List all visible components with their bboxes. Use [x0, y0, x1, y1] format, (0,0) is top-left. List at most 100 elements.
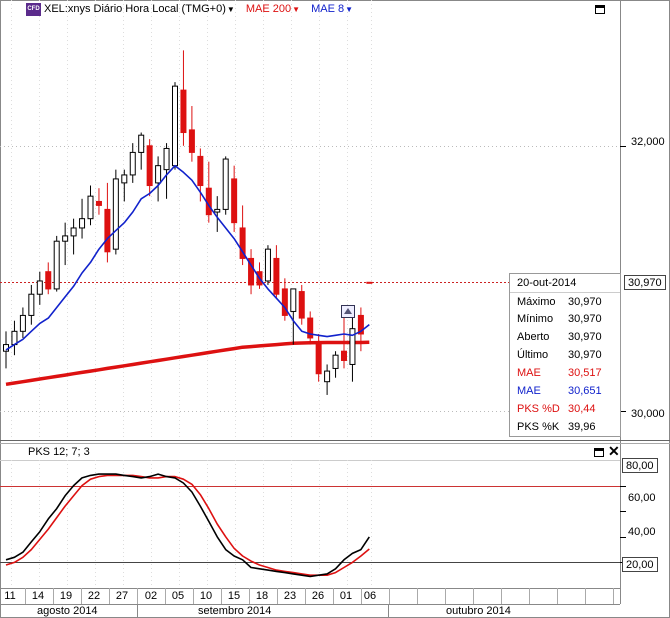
- candle-body: [214, 208, 221, 213]
- candle-body: [290, 288, 297, 312]
- candle-body: [273, 257, 280, 295]
- candle-body: [79, 218, 86, 229]
- x-month-label: agosto 2014: [37, 605, 98, 617]
- candle-body: [180, 89, 187, 134]
- info-label: Último: [517, 349, 549, 361]
- info-label: Mínimo: [517, 313, 554, 325]
- candle-body: [324, 370, 331, 383]
- candle-body: [146, 145, 153, 187]
- stoch-d-line: [5, 474, 370, 577]
- candle-body: [87, 195, 94, 220]
- candle-body: [315, 341, 322, 375]
- cfd-badge-icon: CFD: [26, 3, 41, 16]
- info-value: 30,44: [568, 403, 596, 415]
- info-value: 30,970: [568, 331, 602, 343]
- info-date: 20-out-2014: [517, 277, 577, 289]
- x-day-label: 19: [59, 590, 73, 602]
- ma200-menu[interactable]: MAE 200▼: [246, 3, 300, 15]
- ma8-menu[interactable]: MAE 8▼: [311, 3, 353, 15]
- candle-body: [239, 227, 246, 259]
- x-day-label: 10: [199, 590, 213, 602]
- info-row: Aberto 30,970: [510, 328, 620, 346]
- candle-body: [231, 178, 238, 224]
- x-day-label: 14: [31, 590, 45, 602]
- info-value: 30,517: [568, 367, 602, 379]
- info-value: 39,96: [568, 421, 596, 433]
- x-month-label: outubro 2014: [446, 605, 511, 617]
- maximize-icon[interactable]: [594, 448, 604, 457]
- candle-body: [172, 85, 178, 167]
- annotation-arrow-icon: [344, 308, 352, 314]
- info-row: MAE 30,517: [510, 364, 620, 382]
- candle-body: [104, 208, 111, 253]
- candle-body: [138, 134, 145, 153]
- info-value: 30,970: [568, 296, 602, 308]
- x-day-label: 06: [363, 590, 377, 602]
- price-axis-label-32000: 32,000: [631, 136, 665, 148]
- info-row: PKS %K 39,96: [510, 418, 620, 436]
- x-day-label: 01: [339, 590, 353, 602]
- stoch-level-20: 20,00: [622, 557, 658, 572]
- info-row: MAE 30,651: [510, 382, 620, 400]
- caret-down-icon: ▼: [226, 5, 235, 14]
- stoch-axis-60: 60,00: [628, 492, 656, 504]
- stoch-level-80: 80,00: [622, 458, 658, 473]
- candle-body: [163, 147, 170, 171]
- ma8-line: [5, 164, 370, 351]
- candle-body: [222, 158, 229, 210]
- info-label: PKS %D: [517, 403, 560, 415]
- x-day-label: 26: [311, 590, 325, 602]
- candle-body: [36, 280, 43, 295]
- candle-body: [341, 350, 347, 361]
- candle-body: [45, 271, 52, 290]
- candle-body: [197, 155, 204, 187]
- ma200-label: MAE 200: [245, 3, 292, 15]
- ma200-line: [5, 340, 370, 387]
- data-info-box: 20-out-2014 Máximo 30,970 Mínimo 30,970 Ab…: [509, 273, 621, 437]
- info-label: Máximo: [517, 296, 556, 308]
- info-row: PKS %D 30,44: [510, 400, 620, 418]
- info-row: Último 30,970: [510, 346, 620, 364]
- symbol-menu[interactable]: XEL:xnys Diário Hora Local (TMG+0)▼: [44, 3, 235, 15]
- candle-body: [307, 317, 314, 339]
- symbol-label: XEL:xnys Diário Hora Local (TMG+0): [44, 3, 226, 15]
- info-row: Mínimo 30,970: [510, 310, 620, 328]
- x-day-label: 22: [87, 590, 101, 602]
- maximize-icon[interactable]: [595, 5, 605, 14]
- info-value: 30,970: [568, 313, 602, 325]
- stoch-title: PKS 12; 7; 3: [28, 446, 90, 458]
- price-axis-label-30000: 30,000: [631, 408, 665, 420]
- candle-body: [121, 174, 128, 184]
- last-price-box: 30,970: [624, 275, 666, 290]
- close-icon[interactable]: ✕: [608, 443, 620, 459]
- candle-body: [248, 257, 255, 286]
- chart-header: CFD XEL:xnys Diário Hora Local (TMG+0)▼ …: [26, 3, 353, 17]
- candle-body: [28, 293, 35, 316]
- caret-down-icon: ▼: [345, 5, 354, 14]
- info-value: 30,970: [568, 349, 602, 361]
- candle-body: [357, 314, 364, 335]
- x-day-label: 11: [4, 590, 16, 602]
- x-month-label: setembro 2014: [198, 605, 272, 617]
- x-day-label: 15: [227, 590, 241, 602]
- candle-body: [62, 235, 69, 242]
- x-day-label: 02: [144, 590, 158, 602]
- candle-body: [264, 248, 271, 282]
- candle-body: [19, 314, 26, 332]
- candle-body: [349, 328, 356, 365]
- info-value: 30,651: [568, 385, 602, 397]
- stoch-axis-40: 40,00: [628, 526, 656, 538]
- stoch-k-line: [5, 473, 370, 578]
- info-label: MAE: [517, 367, 541, 379]
- x-day-label: 23: [283, 590, 297, 602]
- info-label: PKS %K: [517, 421, 560, 433]
- candle-body: [332, 354, 339, 369]
- candle-body: [281, 288, 288, 316]
- info-label: MAE: [517, 385, 541, 397]
- candle-body: [155, 165, 162, 184]
- candle-body: [129, 151, 136, 176]
- info-label: Aberto: [517, 331, 550, 343]
- info-row: Máximo 30,970: [510, 292, 620, 311]
